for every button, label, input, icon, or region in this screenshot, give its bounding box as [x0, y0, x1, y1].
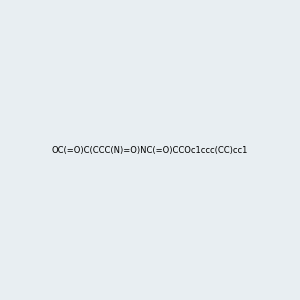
- Text: OC(=O)C(CCC(N)=O)NC(=O)CCOc1ccc(CC)cc1: OC(=O)C(CCC(N)=O)NC(=O)CCOc1ccc(CC)cc1: [52, 146, 248, 154]
